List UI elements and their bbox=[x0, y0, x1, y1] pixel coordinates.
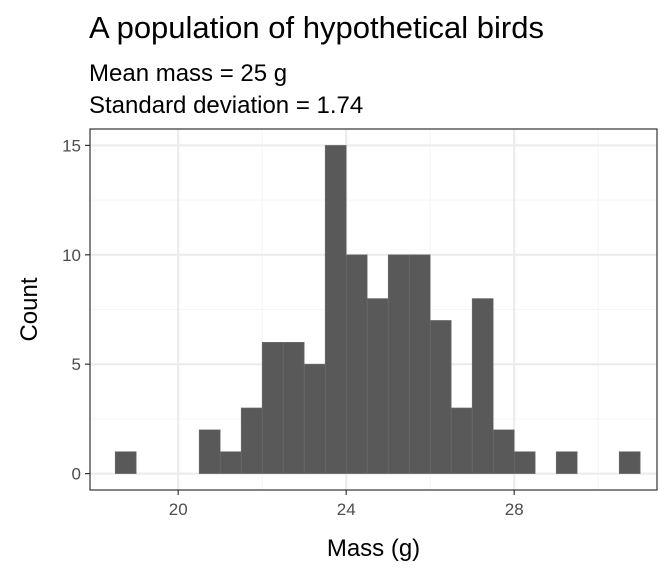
chart-subtitle-mean: Mean mass = 25 g bbox=[89, 60, 288, 87]
histogram-bar bbox=[555, 451, 578, 474]
histogram-bar bbox=[492, 429, 515, 474]
chart-title: A population of hypothetical birds bbox=[89, 10, 544, 45]
histogram-bar bbox=[387, 254, 410, 474]
histogram-bar bbox=[513, 451, 536, 474]
histogram-bar bbox=[471, 298, 494, 474]
x-tick-label: 20 bbox=[169, 500, 188, 519]
histogram-bar bbox=[219, 451, 242, 474]
panel-border bbox=[89, 128, 658, 491]
histogram-bar bbox=[303, 363, 326, 474]
histogram-bar bbox=[198, 429, 221, 474]
x-tick-label: 28 bbox=[505, 500, 524, 519]
y-tick-label: 15 bbox=[62, 136, 81, 155]
histogram-bar bbox=[408, 254, 431, 474]
histogram-bar bbox=[282, 342, 305, 474]
y-tick-label: 10 bbox=[62, 246, 81, 265]
histogram-bar bbox=[240, 407, 263, 474]
y-axis-title: Count bbox=[16, 277, 43, 341]
histogram-bar bbox=[261, 342, 284, 474]
histogram-bar bbox=[450, 407, 473, 474]
histogram-bar bbox=[114, 451, 137, 474]
histogram-bar bbox=[429, 320, 452, 474]
x-axis-title: Mass (g) bbox=[327, 535, 420, 562]
histogram-bar bbox=[366, 298, 389, 474]
x-tick-label: 24 bbox=[337, 500, 356, 519]
histogram-bar bbox=[345, 254, 368, 474]
chart-subtitle-sd: Standard deviation = 1.74 bbox=[89, 92, 364, 119]
histogram-bar bbox=[618, 451, 641, 474]
histogram-bar bbox=[324, 145, 347, 474]
y-tick-label: 0 bbox=[72, 465, 81, 484]
y-tick-label: 5 bbox=[72, 355, 81, 374]
